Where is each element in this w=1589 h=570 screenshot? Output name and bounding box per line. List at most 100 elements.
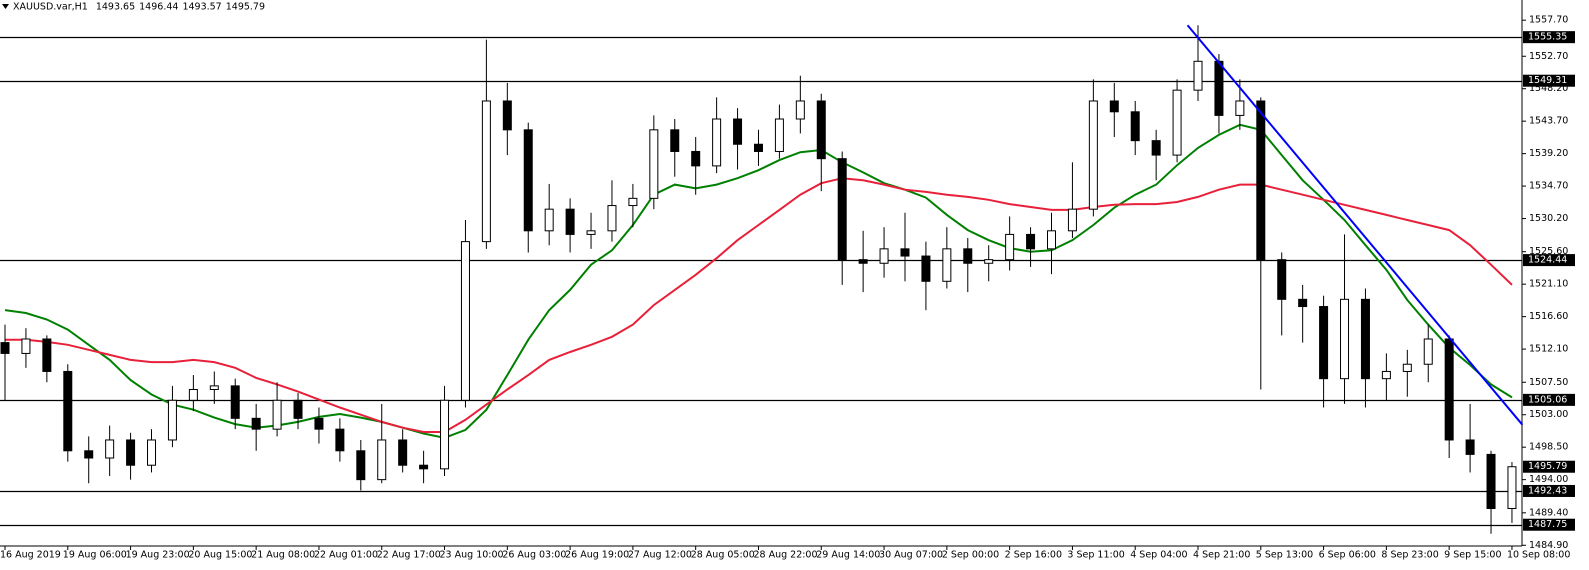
candle-body [230, 385, 240, 419]
x-tick-label: 19 Aug 23:00 [126, 550, 190, 561]
candle-body [921, 255, 931, 282]
level-label-box [1523, 484, 1575, 497]
candle-body [1005, 233, 1015, 261]
candle-body [586, 230, 596, 235]
header-value: 1496.44 [139, 2, 178, 13]
x-tick-label: 21 Aug 08:00 [251, 550, 315, 561]
candle-body [147, 439, 157, 466]
candle-body [21, 338, 31, 354]
candle-body [879, 248, 889, 264]
candle-body [1465, 439, 1475, 455]
candle-body [440, 399, 450, 470]
y-tick-label: 1521.10 [1529, 279, 1568, 290]
candle-body [167, 399, 177, 441]
candle-body [481, 100, 491, 243]
level-label-box [1523, 74, 1575, 87]
header-value: 1495.79 [226, 2, 265, 13]
candle-body [712, 118, 722, 167]
trendline [1186, 24, 1524, 426]
candle-body [523, 129, 533, 232]
candle-body [1381, 370, 1391, 380]
y-tick-label: 1484.90 [1529, 540, 1568, 551]
candle-body [398, 439, 408, 466]
x-tick-label: 9 Sep 15:00 [1444, 550, 1501, 561]
candle-body [1319, 306, 1329, 380]
x-tick-label: 10 Sep 08:00 [1507, 550, 1570, 561]
candle-body [1444, 338, 1454, 441]
candle-body [733, 118, 743, 145]
level-label: 1555.35 [1528, 32, 1567, 43]
candle-body [628, 197, 638, 207]
header-value: 1493.65 [96, 2, 135, 13]
candle-body [774, 118, 784, 152]
candle-body [377, 439, 387, 481]
candle-body [837, 158, 847, 261]
candle-body [607, 205, 617, 232]
y-tick-label: 1525.60 [1529, 246, 1568, 257]
menu-triangle[interactable] [2, 4, 9, 9]
x-tick-label: 27 Aug 12:00 [628, 550, 692, 561]
candle-body [1130, 111, 1140, 142]
candle-body [1256, 100, 1266, 261]
candle-body [670, 129, 680, 152]
header-symbol: XAUUSD.var,H1 [13, 2, 88, 13]
candle-body [544, 208, 554, 232]
x-tick-label: 20 Aug 15:00 [188, 550, 252, 561]
current-price-label: 1495.79 [1528, 461, 1567, 472]
x-tick-label: 26 Aug 03:00 [502, 550, 566, 561]
candle-body [84, 450, 94, 459]
x-tick-label: 30 Aug 07:00 [879, 550, 943, 561]
candle-body [753, 143, 763, 152]
candle-body [1214, 60, 1224, 116]
candle-body [565, 208, 575, 235]
candle-body [63, 370, 73, 452]
y-tick-label: 1557.70 [1529, 15, 1568, 26]
candle-body [460, 241, 470, 401]
candle-body [816, 100, 826, 160]
x-tick-label: 22 Aug 17:00 [377, 550, 441, 561]
candle-body [1360, 298, 1370, 380]
candle-body [314, 417, 324, 430]
y-tick-label: 1530.20 [1529, 213, 1568, 224]
candle-body [900, 248, 910, 257]
candle-body [105, 439, 115, 459]
candle-body [984, 259, 994, 264]
y-tick-label: 1552.70 [1529, 51, 1568, 62]
candle-body [1151, 140, 1161, 156]
candle-body [1298, 298, 1308, 308]
y-tick-label: 1498.50 [1529, 442, 1568, 453]
candle-body [795, 100, 805, 120]
y-tick-label: 1489.40 [1529, 507, 1568, 518]
candle-body [419, 464, 429, 470]
candle-body [1340, 298, 1350, 380]
candle-body [1047, 230, 1056, 250]
level-label: 1549.31 [1528, 75, 1567, 86]
x-tick-label: 28 Aug 22:00 [753, 550, 817, 561]
candle-body [335, 428, 345, 452]
level-label: 1492.43 [1528, 485, 1567, 496]
current-price-label-box [1523, 460, 1575, 473]
candle-body [209, 385, 219, 390]
candle-body [1109, 100, 1119, 113]
candle-body [691, 150, 701, 167]
candle-body [1193, 60, 1203, 91]
y-tick-label: 1512.10 [1529, 344, 1568, 355]
candle-body [942, 248, 952, 282]
level-label-box [1523, 31, 1575, 44]
candle-body [188, 388, 198, 401]
x-tick-label: 4 Sep 21:00 [1193, 550, 1250, 561]
candle-body [1067, 208, 1077, 232]
level-label: 1487.75 [1528, 519, 1567, 530]
level-label: 1505.06 [1528, 394, 1567, 405]
x-tick-label: 22 Aug 01:00 [314, 550, 378, 561]
y-tick-label: 1548.20 [1529, 83, 1568, 94]
candle-body [502, 100, 512, 131]
y-tick-label: 1543.70 [1529, 116, 1568, 127]
level-label: 1524.44 [1528, 255, 1567, 266]
x-tick-label: 23 Aug 10:00 [440, 550, 504, 561]
x-tick-label: 4 Sep 04:00 [1130, 550, 1187, 561]
y-tick-label: 1516.60 [1529, 311, 1568, 322]
